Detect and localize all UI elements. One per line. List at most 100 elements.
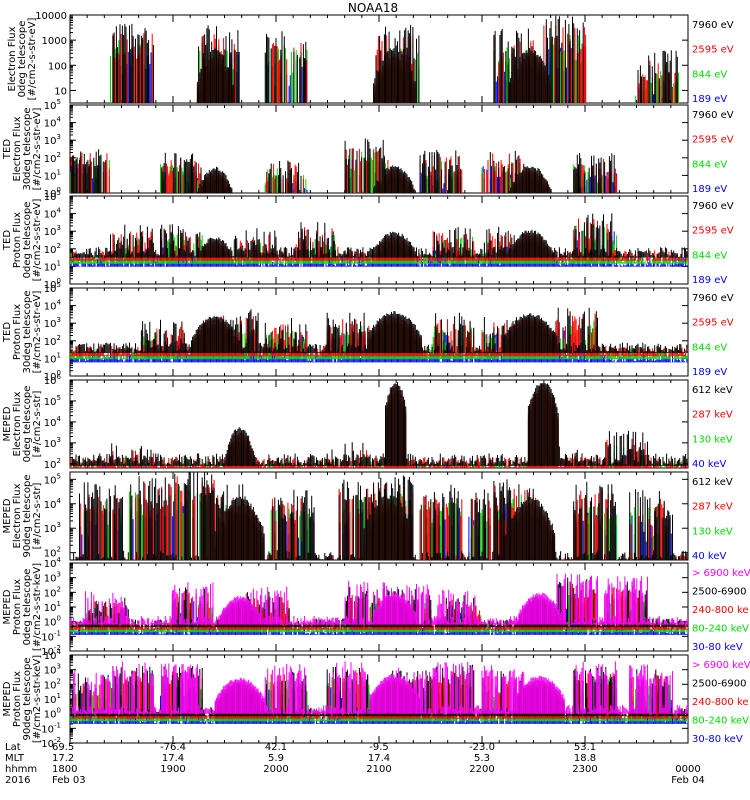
y-tick-label: 105 xyxy=(44,189,61,203)
series-trace xyxy=(70,661,688,714)
y-axis-label-line: [#/cm2-s-str-keV] xyxy=(32,563,43,651)
y-tick-label: 102 xyxy=(44,546,61,560)
y-axis-label-line: [#/cm2-s-str-eV] xyxy=(27,18,38,101)
y-tick-label: 103 xyxy=(44,571,61,585)
y-tick-label: 103 xyxy=(44,316,61,330)
x-tick-label: Feb 04 xyxy=(671,775,705,786)
x-tick-label: -76.4 xyxy=(160,742,186,753)
y-axis-label: MEPED Proton Flux 0deg telescope [#/cm2-s-s… xyxy=(2,563,43,651)
legend-entry: 7960 eV xyxy=(692,293,734,304)
series-trace xyxy=(70,213,688,258)
y-tick-label: 100 xyxy=(44,615,61,629)
legend-entry: 189 eV xyxy=(692,94,727,105)
legend-entry: 189 eV xyxy=(692,275,727,286)
y-axis-label-line: [#/cm2-s-str-eV] xyxy=(32,199,43,282)
y-axis-label-line: [#/cm2-s-str] xyxy=(32,390,43,457)
x-tick-label: 1800 xyxy=(52,764,77,775)
legend-entry: 30-80 keV xyxy=(692,642,743,653)
legend-entry: 40 keV xyxy=(692,551,726,562)
y-axis-label-line: 90deg telescope xyxy=(22,657,33,740)
y-axis-label-line: TED xyxy=(2,139,13,160)
y-tick-label: 104 xyxy=(44,556,62,570)
legend-entry: 287 keV xyxy=(692,410,733,421)
legend-entry: 2500-6900 xyxy=(692,587,747,598)
y-axis-label-line: [#/cm2-s-str-keV] xyxy=(32,655,43,743)
y-tick-label: 102 xyxy=(44,585,61,599)
x-tick-label: -23.0 xyxy=(469,742,495,753)
legend-entry: 189 eV xyxy=(692,184,727,195)
y-axis-label: TED Proton Flux 30deg telescope [#/cm2-s-st… xyxy=(2,290,43,373)
legend-entry: 240-800 ke xyxy=(692,697,749,708)
series-trace xyxy=(70,472,688,560)
legend-entry: 2595 eV xyxy=(692,135,734,146)
x-tick-label: 2300 xyxy=(572,764,597,775)
y-tick-label: 103 xyxy=(44,663,61,677)
data-traces xyxy=(70,472,688,560)
y-tick-label: 101 xyxy=(44,351,61,365)
x-axis-labels: Lat 69.5 -76.4 42.1 -9.5 -23.0 53.1 MLT 17.2 17.4… xyxy=(5,742,705,786)
y-axis-label-line: Electron Flux xyxy=(7,26,18,91)
y-tick-label: 10-1 xyxy=(41,629,61,643)
y-tick-label: 103 xyxy=(44,521,61,535)
y-axis-label-line: Proton Flux xyxy=(12,671,23,727)
y-tick-label: 104 xyxy=(44,497,62,511)
y-tick-label: 101 xyxy=(44,259,61,273)
y-tick-label: 101 xyxy=(44,692,61,706)
y-axis-label-line: 30deg telescope xyxy=(22,290,33,373)
x-tick-label: 17.4 xyxy=(162,753,184,764)
y-tick-label: 10-2 xyxy=(41,736,61,750)
x-tick-label: 69.5 xyxy=(52,742,74,753)
y-tick-label: 104 xyxy=(44,207,62,221)
y-tick-label: 1000 xyxy=(42,36,67,47)
y-axis-label-line: 0deg telescope xyxy=(22,569,33,646)
y-tick-label: 100 xyxy=(44,707,61,721)
y-tick-label: 102 xyxy=(44,677,61,691)
legend-entry: 7960 eV xyxy=(692,110,734,121)
y-axis-label-line: [#/cm2-s-str-eV] xyxy=(32,108,43,191)
x-tick-label: 5.3 xyxy=(474,753,490,764)
legend-entry: 2595 eV xyxy=(692,226,734,237)
y-axis-label-line: TED xyxy=(2,322,13,343)
y-axis-label-line: Proton Flux xyxy=(12,212,23,268)
y-axis-label-line: Proton Flux xyxy=(12,579,23,635)
series-trace xyxy=(70,313,688,357)
y-tick-label: 10-1 xyxy=(41,721,61,735)
y-axis-label: MEPED Electron Flux 90deg telescope [#/cm2-… xyxy=(2,474,43,557)
y-axis-label-line: TED xyxy=(2,230,13,251)
y-axis-label: TED Proton Flux 0deg telescope [#/cm2-s-str… xyxy=(2,199,43,282)
legend-entry: 612 keV xyxy=(692,477,733,488)
x-tick-label: 42.1 xyxy=(265,742,287,753)
legend-entry: 2500-6900 xyxy=(692,679,747,690)
legend-entry: 40 keV xyxy=(692,459,726,470)
y-tick-label: 100 xyxy=(48,61,67,72)
x-tick-label: -9.5 xyxy=(369,742,389,753)
legend-entry: 612 keV xyxy=(692,385,733,396)
x-row-label: Lat xyxy=(5,742,21,753)
legend-entry: 2595 eV xyxy=(692,318,734,329)
y-tick-label: 10-2 xyxy=(41,644,61,658)
y-axis-label: Electron Flux 0deg telescope [#/cm2-s-str-… xyxy=(7,18,38,101)
legend-entry: 287 keV xyxy=(692,502,733,513)
chart-title: NOAA18 xyxy=(348,1,398,15)
legend-entry: 7960 eV xyxy=(692,20,734,31)
y-axis-label-line: 0deg telescope xyxy=(22,202,33,279)
series-trace xyxy=(70,384,688,468)
y-tick-label: 104 xyxy=(44,415,62,429)
x-tick-label: 1900 xyxy=(160,764,185,775)
legend-entry: > 6900 keV xyxy=(692,660,750,671)
series-trace xyxy=(70,307,688,354)
y-tick-label: 102 xyxy=(44,457,61,471)
y-axis-label-line: [#/cm2-s-str] xyxy=(32,482,43,549)
y-tick-label: 102 xyxy=(44,242,61,256)
y-axis-label-line: 0deg telescope xyxy=(17,21,28,98)
y-axis-label-line: Electron Flux xyxy=(12,483,23,548)
y-tick-label: 105 xyxy=(44,472,61,486)
y-axis-label-line: [#/cm2-s-str-eV] xyxy=(32,291,43,374)
legend-entry: 130 keV xyxy=(692,434,733,445)
